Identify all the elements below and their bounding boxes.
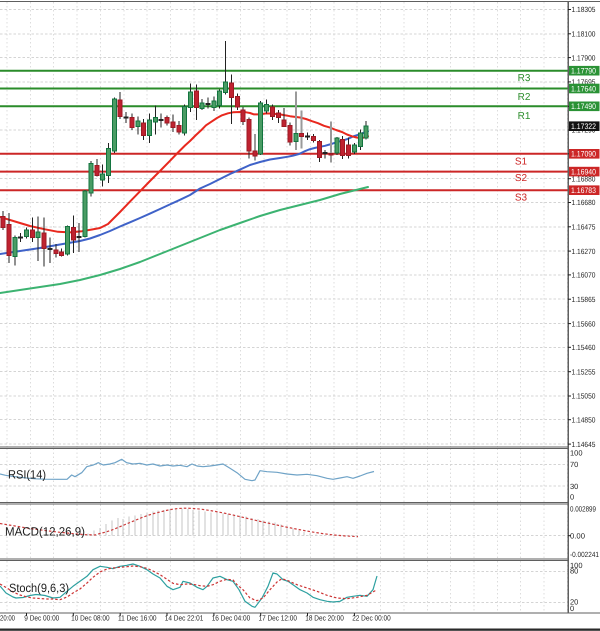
svg-text:1.16270: 1.16270 — [572, 247, 596, 256]
svg-text:1.17322: 1.17322 — [571, 122, 596, 131]
svg-text:R2: R2 — [518, 92, 531, 103]
svg-text:1.16783: 1.16783 — [571, 186, 596, 195]
svg-text:1.14645: 1.14645 — [572, 440, 596, 449]
svg-text:1.18100: 1.18100 — [572, 30, 596, 39]
svg-text:100: 100 — [570, 448, 583, 457]
svg-text:20: 20 — [570, 598, 578, 607]
svg-text:Stoch(9,6,3): Stoch(9,6,3) — [9, 581, 69, 595]
svg-text:1.15050: 1.15050 — [572, 392, 596, 401]
svg-text:1.14850: 1.14850 — [572, 415, 596, 424]
svg-text:1.17090: 1.17090 — [571, 150, 596, 159]
svg-text:S2: S2 — [515, 173, 528, 184]
svg-text:1.16680: 1.16680 — [572, 198, 596, 207]
svg-text:17 Dec 12:00: 17 Dec 12:00 — [259, 614, 298, 623]
svg-text:80: 80 — [570, 567, 578, 576]
svg-text:1.17490: 1.17490 — [571, 102, 596, 111]
svg-text:1.15660: 1.15660 — [572, 319, 596, 328]
svg-text:0: 0 — [570, 604, 574, 613]
svg-text:10 Dec 08:00: 10 Dec 08:00 — [71, 614, 110, 623]
svg-text:11 Dec 16:00: 11 Dec 16:00 — [118, 614, 157, 623]
svg-text:9 Dec 00:00: 9 Dec 00:00 — [24, 614, 59, 623]
svg-text:16 Dec 04:00: 16 Dec 04:00 — [212, 614, 251, 623]
svg-text:1.17900: 1.17900 — [572, 53, 596, 62]
svg-text:1.15865: 1.15865 — [572, 295, 596, 304]
svg-text:100: 100 — [570, 561, 583, 570]
svg-text:RSI(14): RSI(14) — [8, 468, 46, 482]
svg-text:-0.002241: -0.002241 — [570, 550, 599, 559]
svg-text:22 Dec 00:00: 22 Dec 00:00 — [352, 614, 391, 623]
svg-text:20:00: 20:00 — [0, 614, 15, 623]
svg-text:0.002899: 0.002899 — [570, 504, 596, 513]
svg-text:R1: R1 — [518, 111, 531, 122]
svg-text:1.16475: 1.16475 — [572, 223, 596, 232]
svg-text:0: 0 — [570, 493, 574, 502]
svg-text:1.17695: 1.17695 — [572, 78, 596, 87]
svg-text:S3: S3 — [515, 193, 528, 204]
svg-text:1.17640: 1.17640 — [571, 84, 596, 93]
svg-text:70: 70 — [570, 460, 578, 469]
svg-text:18 Dec 20:00: 18 Dec 20:00 — [305, 614, 344, 623]
svg-text:0.00: 0.00 — [570, 531, 585, 540]
svg-text:1.15460: 1.15460 — [572, 343, 596, 352]
svg-text:1.16880: 1.16880 — [572, 174, 596, 183]
svg-text:30: 30 — [570, 482, 578, 491]
svg-text:1.15255: 1.15255 — [572, 367, 596, 376]
svg-text:1.18305: 1.18305 — [572, 5, 596, 14]
svg-text:1.16940: 1.16940 — [571, 167, 596, 176]
svg-text:14 Dec 22:01: 14 Dec 22:01 — [165, 614, 204, 623]
svg-text:S1: S1 — [515, 157, 528, 168]
svg-text:1.16070: 1.16070 — [572, 271, 596, 280]
svg-text:R3: R3 — [518, 73, 531, 84]
svg-text:1.17790: 1.17790 — [571, 67, 596, 76]
svg-text:MACD(12,26,9): MACD(12,26,9) — [5, 525, 85, 539]
